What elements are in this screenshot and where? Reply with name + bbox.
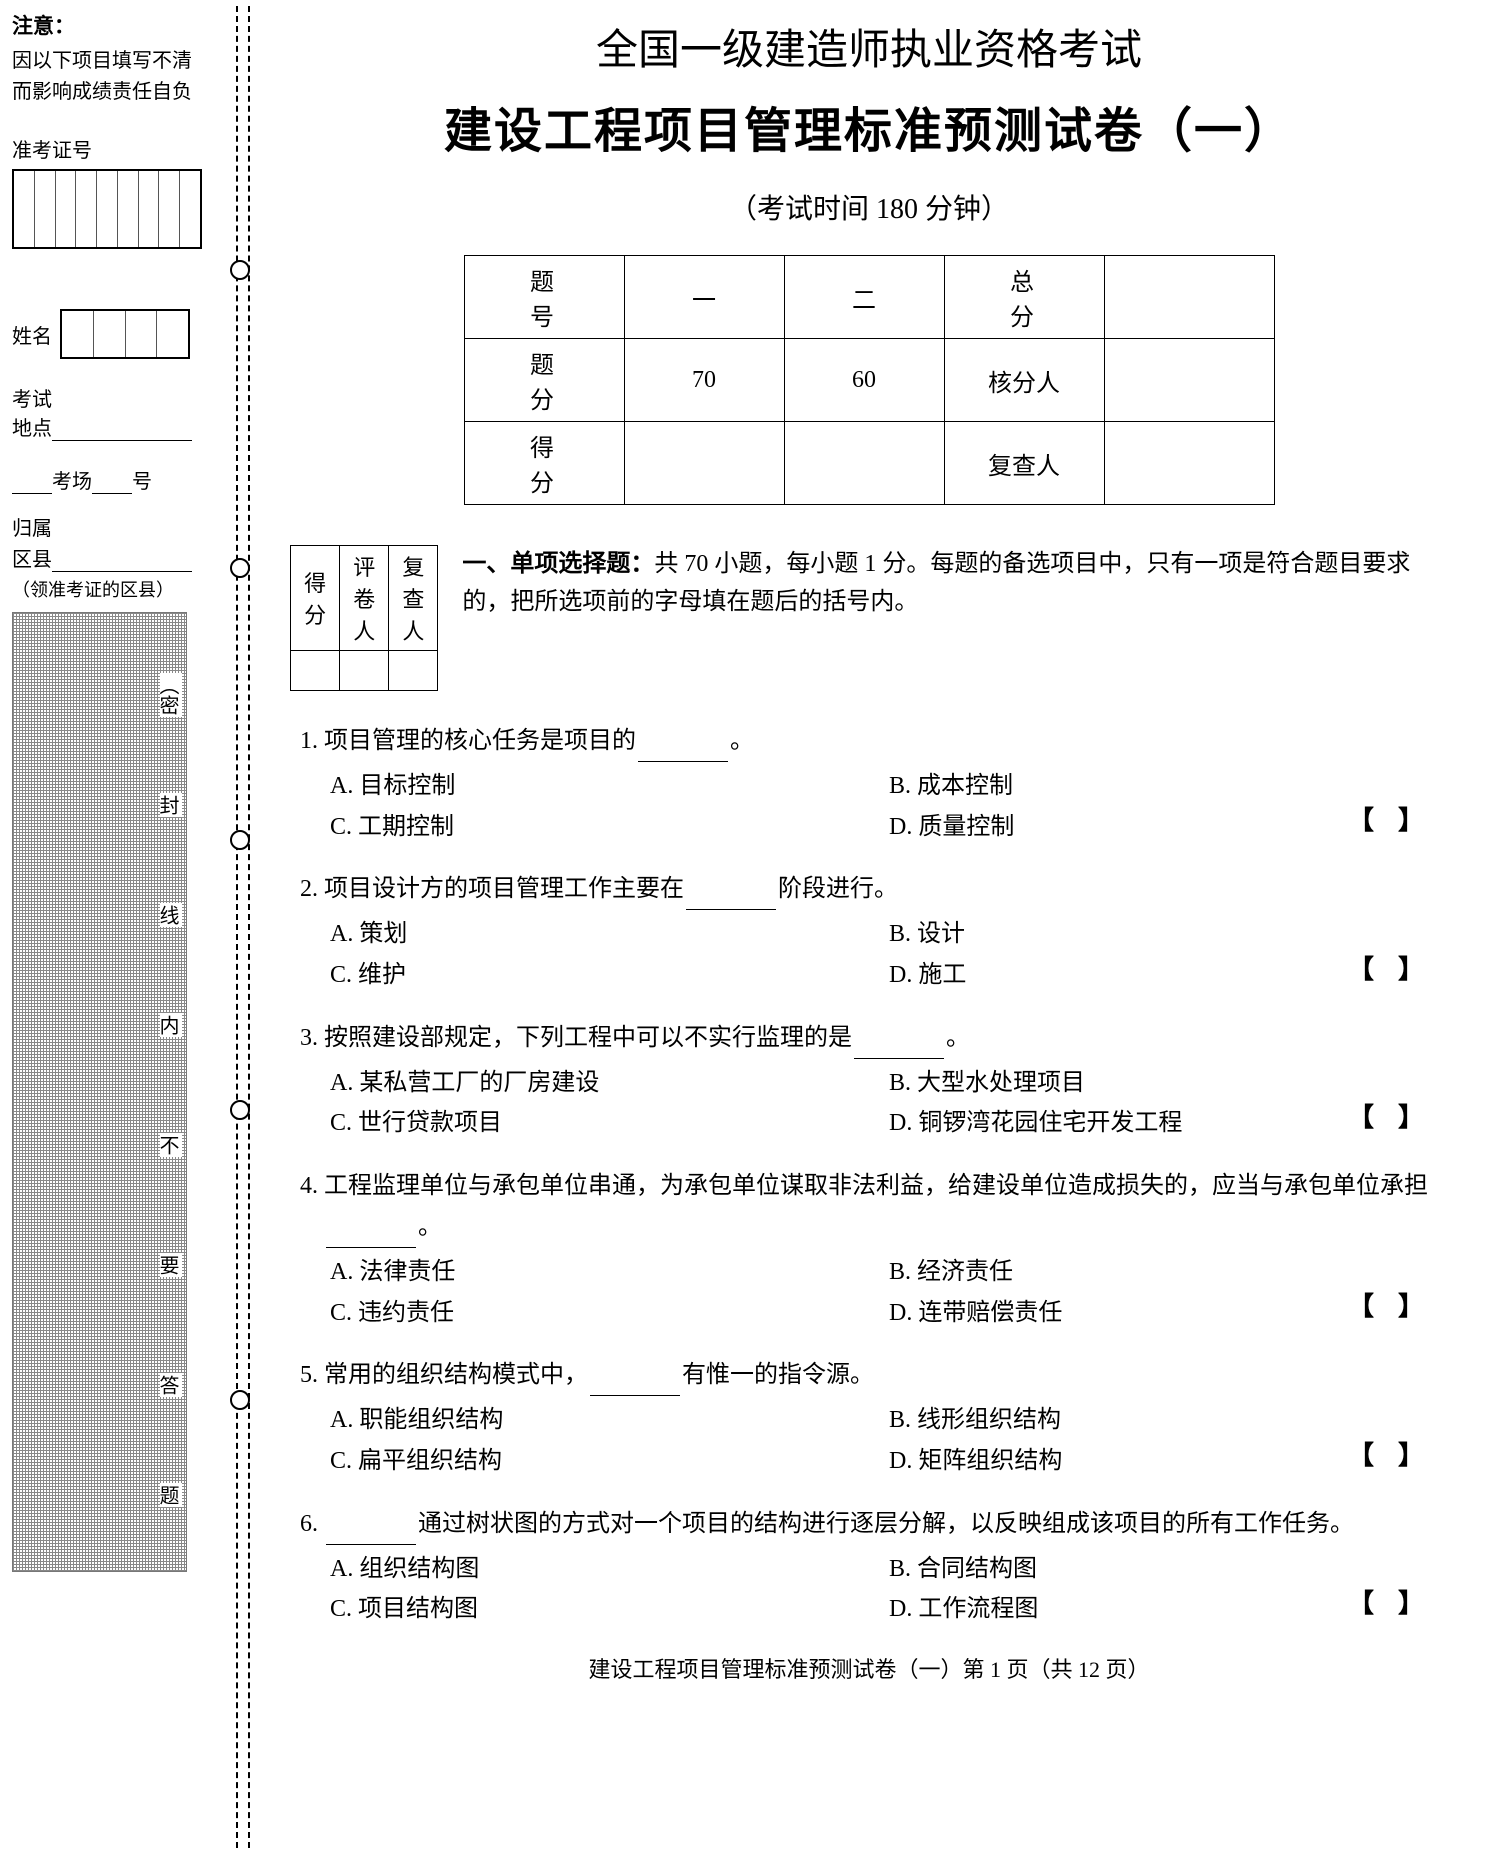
options: A. 策划B. 设计C. 维护D. 施工: [290, 914, 1448, 996]
page-footer: 建设工程项目管理标准预测试卷（一）第 1 页（共 12 页）: [290, 1652, 1448, 1684]
question-3: 3.按照建设部规定，下列工程中可以不实行监理的是。A. 某私营工厂的厂房建设B.…: [290, 1018, 1448, 1144]
fill-blank: [854, 1039, 944, 1059]
ticket-number-label: 准考证号: [12, 134, 222, 163]
question-number: 1.: [290, 721, 324, 762]
notice-title: 注意：: [12, 10, 222, 40]
district-row: 区县: [12, 543, 222, 572]
fold-marker: [230, 1100, 250, 1120]
answer-bracket: 【】: [1348, 1096, 1448, 1140]
seal-char-2: 线: [160, 903, 182, 927]
seal-char-6: 答: [160, 1373, 182, 1397]
table-row: 得 分 复查人: [464, 422, 1274, 505]
answer-bracket: 【】: [1348, 1434, 1448, 1478]
fill-blank: [638, 742, 728, 762]
question-1: 1.项目管理的核心任务是项目的。A. 目标控制B. 成本控制C. 工期控制D. …: [290, 721, 1448, 847]
option: C. 违约责任: [330, 1293, 889, 1334]
section-1-instruction: 一、单项选择题：共 70 小题，每小题 1 分。每题的备选项目中，只有一项是符合…: [462, 545, 1448, 622]
belong-row: 归属: [12, 512, 222, 541]
question-stem: 项目设计方的项目管理工作主要在阶段进行。: [324, 869, 1448, 910]
fill-blank: [326, 1228, 416, 1248]
seal-char-0: （密: [160, 673, 182, 717]
candidate-info-sidebar: 注意： 因以下项目填写不清 而影响成绩责任自负 准考证号 姓名 考试 地点 考场…: [0, 0, 230, 1854]
fill-blank: [326, 1525, 416, 1545]
option: A. 法律责任: [330, 1252, 889, 1293]
question-4: 4.工程监理单位与承包单位串通，为承包单位谋取非法利益，给建设单位造成损失的，应…: [290, 1166, 1448, 1333]
region-note: （领准考证的区县）: [12, 576, 222, 602]
question-stem: 常用的组织结构模式中，有惟一的指令源。: [324, 1355, 1448, 1396]
table-row: 题 分 70 60 核分人: [464, 339, 1274, 422]
options: A. 职能组织结构B. 线形组织结构C. 扁平组织结构D. 矩阵组织结构: [290, 1400, 1448, 1482]
answer-bracket: 【】: [1348, 1582, 1448, 1626]
ticket-number-grid: [12, 169, 202, 249]
option: A. 某私营工厂的厂房建设: [330, 1063, 889, 1104]
notice-line-1: 因以下项目填写不清: [12, 44, 222, 73]
main-title: 全国一级建造师执业资格考试: [290, 16, 1448, 77]
answer-bracket: 【】: [1348, 948, 1448, 992]
seal-char-1: 封: [160, 793, 182, 817]
time-subtitle: （考试时间 180 分钟）: [290, 187, 1448, 227]
question-stem: 按照建设部规定，下列工程中可以不实行监理的是。: [324, 1018, 1448, 1059]
question-number: 5.: [290, 1355, 324, 1396]
exam-place-row: 考试 地点: [12, 383, 222, 441]
seal-line-pattern: （密 封 线 内 不 要 答 题: [12, 612, 187, 1572]
options: A. 组织结构图B. 合同结构图C. 项目结构图D. 工作流程图: [290, 1549, 1448, 1631]
option: C. 扁平组织结构: [330, 1441, 889, 1482]
question-5: 5.常用的组织结构模式中，有惟一的指令源。A. 职能组织结构B. 线形组织结构C…: [290, 1355, 1448, 1481]
question-number: 2.: [290, 869, 324, 910]
fold-marker: [230, 830, 250, 850]
options: A. 目标控制B. 成本控制C. 工期控制D. 质量控制: [290, 766, 1448, 848]
fold-line: [230, 0, 260, 1854]
seal-char-7: 题: [160, 1483, 182, 1507]
fill-blank: [686, 890, 776, 910]
option: A. 策划: [330, 914, 889, 955]
seal-char-3: 内: [160, 1013, 182, 1037]
answer-bracket: 【】: [1348, 799, 1448, 843]
table-row: 题 号 一 二 总 分: [464, 256, 1274, 339]
question-number: 4.: [290, 1166, 324, 1248]
option: C. 世行贷款项目: [330, 1103, 889, 1144]
fill-blank: [590, 1376, 680, 1396]
exam-room-row: 考场号: [12, 465, 222, 494]
option: A. 目标控制: [330, 766, 889, 807]
fold-marker: [230, 260, 250, 280]
fold-marker: [230, 1390, 250, 1410]
options: A. 法律责任B. 经济责任C. 违约责任D. 连带赔偿责任: [290, 1252, 1448, 1334]
notice-line-2: 而影响成绩责任自负: [12, 75, 222, 104]
name-grid: [60, 309, 190, 359]
options: A. 某私营工厂的厂房建设B. 大型水处理项目C. 世行贷款项目D. 铜锣湾花园…: [290, 1063, 1448, 1145]
question-stem: 项目管理的核心任务是项目的。: [324, 721, 1448, 762]
question-2: 2.项目设计方的项目管理工作主要在阶段进行。A. 策划B. 设计C. 维护D. …: [290, 869, 1448, 995]
option: A. 职能组织结构: [330, 1400, 889, 1441]
option: C. 维护: [330, 955, 889, 996]
name-label: 姓名: [12, 320, 52, 349]
option: C. 项目结构图: [330, 1589, 889, 1630]
grader-table: 得分 评卷人 复查人: [290, 545, 438, 691]
exam-content: 全国一级建造师执业资格考试 建设工程项目管理标准预测试卷（一） （考试时间 18…: [260, 0, 1488, 1854]
question-stem: 通过树状图的方式对一个项目的结构进行逐层分解，以反映组成该项目的所有工作任务。: [324, 1504, 1448, 1545]
question-6: 6.通过树状图的方式对一个项目的结构进行逐层分解，以反映组成该项目的所有工作任务…: [290, 1504, 1448, 1630]
score-summary-table: 题 号 一 二 总 分 题 分 70 60 核分人 得 分 复查人: [464, 255, 1275, 505]
seal-char-5: 要: [160, 1253, 182, 1277]
seal-char-4: 不: [160, 1133, 182, 1157]
paper-title: 建设工程项目管理标准预测试卷（一）: [290, 91, 1448, 161]
option: A. 组织结构图: [330, 1549, 889, 1590]
question-number: 6.: [290, 1504, 324, 1545]
option: C. 工期控制: [330, 807, 889, 848]
question-number: 3.: [290, 1018, 324, 1059]
answer-bracket: 【】: [1348, 1285, 1448, 1329]
question-stem: 工程监理单位与承包单位串通，为承包单位谋取非法利益，给建设单位造成损失的，应当与…: [324, 1166, 1448, 1248]
fold-marker: [230, 558, 250, 578]
